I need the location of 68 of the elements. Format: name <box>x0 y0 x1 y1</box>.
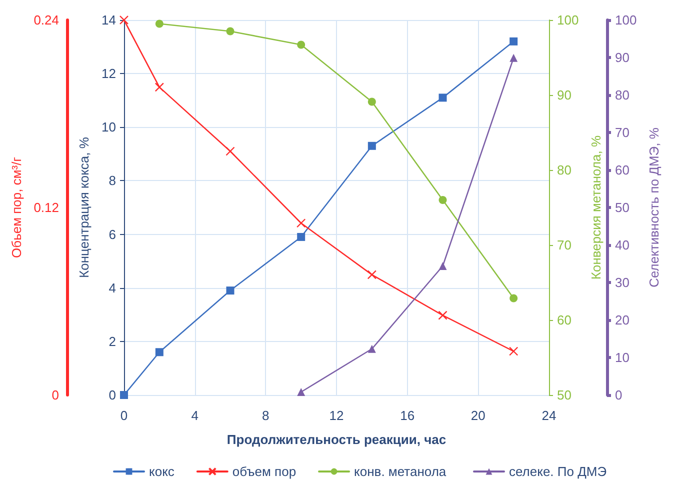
y3-tick-label: 90 <box>557 88 572 102</box>
y-tick-label: 6 <box>108 226 116 242</box>
legend-label: кокс <box>149 464 175 479</box>
legend-label: конв. метанола <box>354 464 447 479</box>
y3-tick-label: 100 <box>557 12 579 28</box>
y-axis-title: Концентрация кокса, % <box>76 136 92 278</box>
x-tick-label: 8 <box>262 408 270 423</box>
point <box>154 82 164 92</box>
point <box>155 20 164 28</box>
point <box>155 348 164 356</box>
y-tick-label: 0 <box>108 388 116 402</box>
point <box>297 232 306 241</box>
point <box>226 146 235 156</box>
point <box>508 346 518 356</box>
y-tick-label: 80 <box>615 88 630 102</box>
y-tick-label: 10 <box>615 350 630 365</box>
y3-tick-label: 60 <box>557 312 572 328</box>
y3-tick-label: 70 <box>557 238 572 252</box>
x-tick-label: 0 <box>120 408 128 423</box>
point <box>296 218 306 228</box>
point <box>226 27 234 36</box>
x-tick-label: 16 <box>400 408 415 423</box>
point <box>367 270 377 280</box>
point <box>510 54 518 62</box>
point <box>438 262 447 270</box>
point <box>438 196 447 204</box>
y-tick-label: 20 <box>615 312 630 328</box>
y2-tick-label: 0.12 <box>34 200 59 215</box>
y2-axis-title: Обьем пор, см³/г <box>8 156 24 258</box>
y3-axis-title: Конверсия метанола, % <box>588 135 604 280</box>
point <box>368 98 376 106</box>
y2-tick-label: 0 <box>52 388 59 402</box>
y3-tick-label: 80 <box>557 162 572 178</box>
point <box>119 15 129 25</box>
y-tick-label: 90 <box>615 50 630 65</box>
x-tick-label: 20 <box>470 408 486 423</box>
y-tick-label: 60 <box>615 162 630 178</box>
point <box>510 294 518 302</box>
y-tick-label: 14 <box>102 12 116 28</box>
y-tick-label: 10 <box>102 120 116 135</box>
y2-tick-label: 0.24 <box>34 12 59 28</box>
y-tick-label: 4 <box>108 280 116 296</box>
point <box>368 344 376 353</box>
point <box>297 388 306 396</box>
y-tick-label: 100 <box>615 12 637 28</box>
y-tick-label: 40 <box>615 238 630 252</box>
x-tick-label: 4 <box>191 408 198 423</box>
legend-label: объем пор <box>232 464 296 479</box>
y-tick-label: 2 <box>108 334 116 349</box>
y-tick-label: 50 <box>615 200 630 215</box>
point <box>297 40 306 49</box>
x-tick-label: 24 <box>542 408 556 423</box>
point <box>120 391 128 399</box>
y-tick-label: 0 <box>615 388 622 402</box>
y-tick-label: 30 <box>615 275 630 290</box>
y-tick-label: 70 <box>615 125 630 140</box>
point <box>438 94 447 102</box>
y-tick-label: 12 <box>102 66 116 82</box>
x-tick-label: 12 <box>329 408 344 423</box>
legend-label: селеке. По ДМЭ <box>509 464 607 479</box>
y3-tick-label: 50 <box>557 388 572 402</box>
point <box>510 37 518 46</box>
y-tick-label: 8 <box>108 173 116 188</box>
point <box>438 310 448 320</box>
point <box>368 142 376 150</box>
point <box>226 286 234 295</box>
x-axis-title: Продолжительность реакции, час <box>226 432 446 447</box>
y-axis-title: Селективность по ДМЭ, % <box>646 127 662 288</box>
